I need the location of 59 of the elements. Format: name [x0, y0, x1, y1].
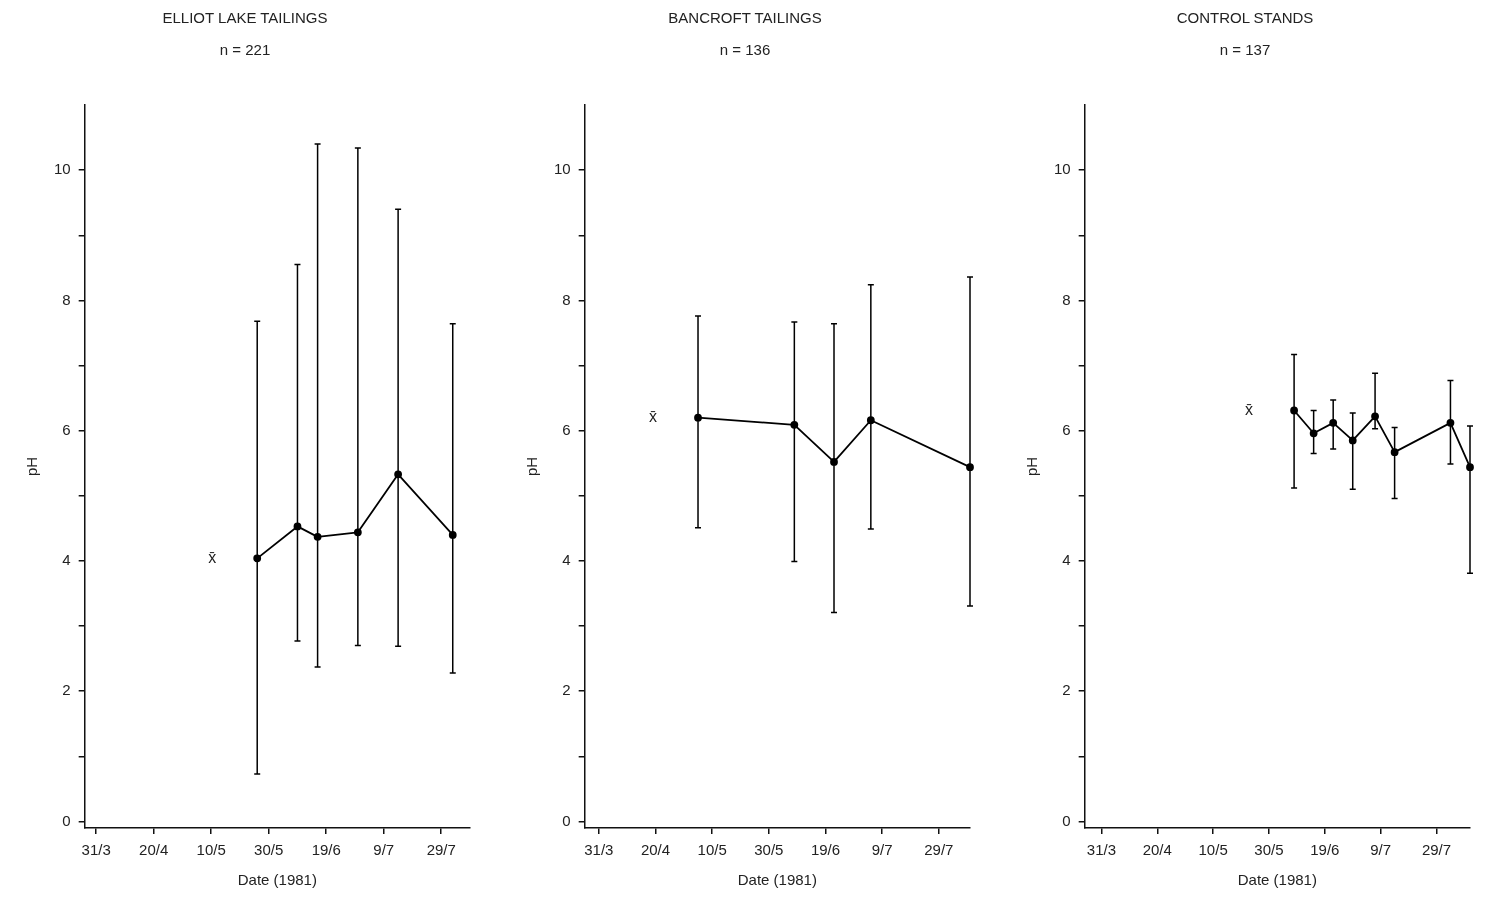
x-tick-label: 30/5 [754, 841, 784, 859]
y-tick-label: 10 [1054, 160, 1071, 178]
y-tick-label: 0 [562, 811, 571, 829]
y-tick-label: 10 [54, 160, 71, 178]
chart-title: CONTROL STANDS [1176, 9, 1314, 27]
x-tick-label: 31/3 [1086, 841, 1117, 859]
y-axis-title: pH [1023, 456, 1041, 477]
y-tick-label: 4 [62, 551, 71, 569]
y-tick-label: 2 [1062, 681, 1071, 699]
annotation: x̄ [649, 408, 658, 426]
point [448, 530, 457, 539]
annotation: x̄ [208, 548, 217, 566]
x-tick-label: 10/5 [697, 841, 727, 859]
y-tick-label: 6 [562, 420, 571, 438]
y-axis-title: pH [23, 456, 41, 477]
x-tick-label: 20/4 [139, 841, 169, 859]
y-tick-label: 4 [1062, 551, 1071, 569]
chart-subtitle: n = 137 [1219, 41, 1271, 59]
point [790, 420, 799, 429]
point [1446, 418, 1455, 427]
x-tick-label: 19/6 [1310, 841, 1340, 859]
x-tick-label: 20/4 [640, 841, 671, 859]
y-tick-label: 0 [62, 811, 71, 829]
y-tick-label: 6 [1062, 420, 1071, 438]
annotation: x̄ [1245, 400, 1254, 418]
x-axis-title: Date (1981) [737, 871, 817, 889]
x-tick-label: 29/7 [924, 841, 954, 859]
x-tick-label: 9/7 [1370, 841, 1392, 859]
x-tick-label: 29/7 [1421, 841, 1452, 859]
y-tick-label: 8 [562, 290, 571, 308]
x-axis-title: Date (1981) [237, 871, 317, 889]
x-tick-label: 31/3 [584, 841, 614, 859]
x-tick-label: 10/5 [196, 841, 226, 859]
y-axis-title: pH [523, 456, 541, 477]
x-tick-label: 19/6 [810, 841, 841, 859]
chart-title: BANCROFT TAILINGS [668, 9, 822, 27]
chart-title: ELLIOT LAKE TAILINGS [162, 9, 328, 27]
y-tick-label: 2 [62, 681, 71, 699]
x-tick-label: 10/5 [1198, 841, 1228, 859]
x-tick-label: 30/5 [1254, 841, 1284, 859]
chart-subtitle: n = 136 [719, 41, 771, 59]
y-tick-label: 4 [562, 551, 571, 569]
x-tick-label: 20/4 [1142, 841, 1172, 859]
point [313, 532, 322, 541]
x-tick-label: 19/6 [311, 841, 341, 859]
point [1390, 448, 1399, 457]
x-axis-title: Date (1981) [1237, 871, 1317, 889]
x-tick-label: 29/7 [426, 841, 456, 859]
y-tick-label: 0 [1062, 811, 1071, 829]
y-tick-label: 2 [562, 681, 571, 699]
chart-subtitle: n = 221 [219, 41, 271, 59]
y-tick-label: 8 [1062, 290, 1071, 308]
x-tick-label: 9/7 [871, 841, 893, 859]
x-tick-label: 9/7 [373, 841, 395, 859]
y-tick-label: 6 [62, 420, 71, 438]
x-tick-label: 31/3 [81, 841, 111, 859]
y-tick-label: 8 [62, 290, 71, 308]
y-tick-label: 10 [554, 160, 571, 178]
x-tick-label: 30/5 [254, 841, 284, 859]
